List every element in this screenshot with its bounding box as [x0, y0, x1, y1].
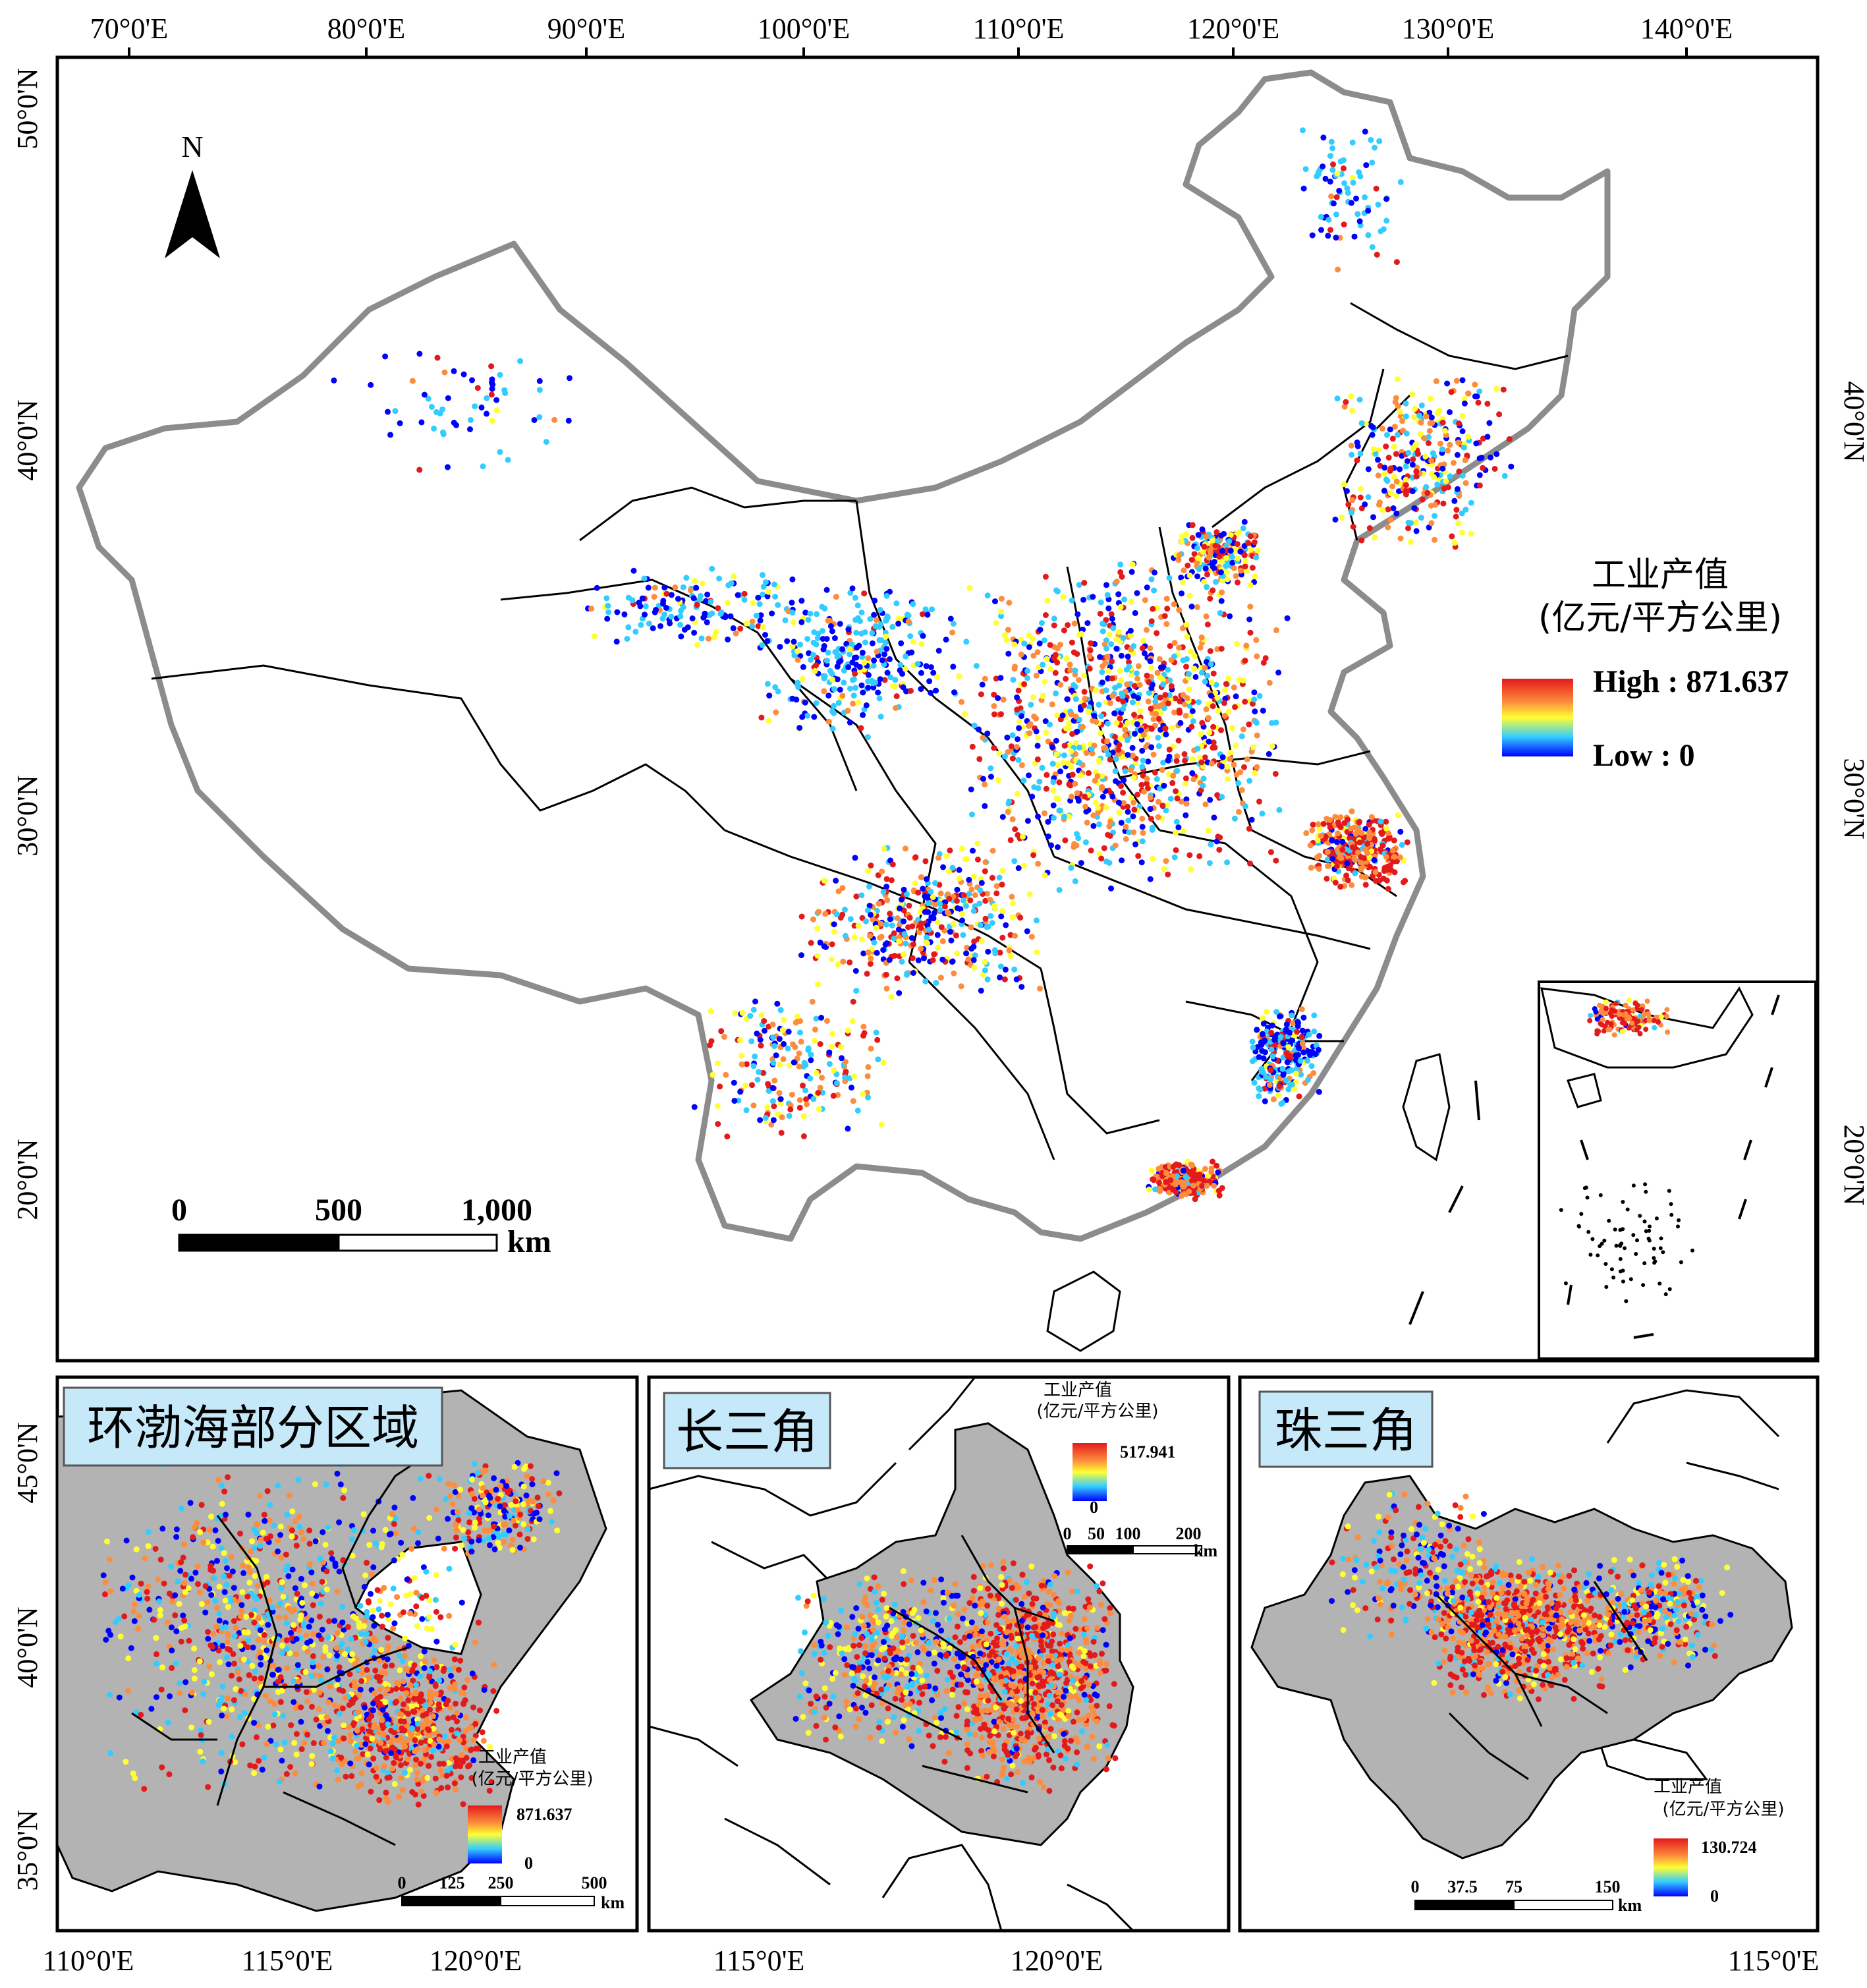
- yangtze-legend-title: 工业产值: [1044, 1380, 1112, 1400]
- legend-title: 工业产值: [1592, 555, 1729, 595]
- legend-subtitle: (亿元/平方公里): [1538, 598, 1782, 638]
- top-tick-label: 80°0'E: [327, 13, 405, 45]
- scale-label: 0: [1411, 1877, 1420, 1896]
- pearl-legend-title: 工业产值: [1654, 1777, 1722, 1797]
- top-tick-label: 120°0'E: [1187, 13, 1279, 45]
- scale-label: 100: [1115, 1524, 1141, 1543]
- scale-unit: km: [1194, 1541, 1217, 1560]
- scale-label: 0: [398, 1873, 406, 1892]
- legend-color-ramp: [1502, 679, 1573, 756]
- north-label: N: [181, 130, 203, 163]
- main-left-ticks: 50°0'N 40°0'N 30°0'N 20°0'N: [11, 68, 43, 1220]
- panel-pearl: 珠三角 工业产值 (亿元/平方公里) 130.724 0 0 37.5 75 1…: [1240, 1377, 1819, 1977]
- bohai-legend-title: 工业产值: [478, 1747, 547, 1767]
- left-tick-label: 40°0'N: [11, 399, 43, 480]
- scale-label: 75: [1505, 1877, 1522, 1896]
- panel-bohai: 环渤海部分区域 工业产值 (亿元/平方公里) 871.637 0 0 125 2…: [11, 1377, 637, 1977]
- scale-label: 37.5: [1447, 1877, 1478, 1896]
- pearl-legend-min: 0: [1710, 1887, 1719, 1906]
- scale-label: 50: [1088, 1524, 1105, 1543]
- scale-label: 250: [488, 1873, 514, 1892]
- main-top-ticks: 70°0'E 80°0'E 90°0'E 100°0'E 110°0'E 120…: [90, 13, 1733, 57]
- bohai-lat-label: 35°0'N: [11, 1809, 43, 1890]
- main-map: 70°0'E 80°0'E 90°0'E 100°0'E 110°0'E 120…: [11, 13, 1867, 1361]
- top-tick-label: 70°0'E: [90, 13, 168, 45]
- main-right-ticks: 40°0'N 30°0'N 20°0'N: [1838, 381, 1867, 1205]
- main-legend: 工业产值 (亿元/平方公里) High : 871.637 Low : 0: [1502, 555, 1789, 773]
- bohai-legend-subtitle: (亿元/平方公里): [471, 1769, 593, 1789]
- yangtze-legend-max: 517.941: [1120, 1442, 1176, 1462]
- scale-label: 150: [1595, 1877, 1621, 1896]
- yangtze-scale-bar: 0 50 100 200 km: [1063, 1524, 1218, 1560]
- bohai-legend-min: 0: [524, 1854, 533, 1873]
- scale-label: 0: [1063, 1524, 1072, 1543]
- bohai-legend-max: 871.637: [516, 1805, 572, 1824]
- north-arrow: N: [165, 130, 220, 258]
- scale-unit: km: [507, 1224, 551, 1259]
- yangtze-legend: 工业产值 (亿元/平方公里) 517.941 0: [1036, 1380, 1175, 1517]
- top-tick-label: 130°0'E: [1402, 13, 1494, 45]
- yangtze-legend-subtitle: (亿元/平方公里): [1036, 1402, 1158, 1421]
- panel-yangtze: 长三角 工业产值 (亿元/平方公里) 517.941 0 0 50 100 20…: [649, 1377, 1229, 1977]
- yangtze-lon-label: 115°0'E: [713, 1945, 805, 1977]
- legend-low: Low : 0: [1593, 738, 1695, 773]
- right-tick-label: 20°0'N: [1838, 1124, 1867, 1205]
- right-tick-label: 30°0'N: [1838, 758, 1867, 839]
- pearl-legend-subtitle: (亿元/平方公里): [1662, 1800, 1784, 1819]
- left-tick-label: 20°0'N: [11, 1139, 43, 1220]
- yangtze-legend-min: 0: [1090, 1498, 1098, 1517]
- scale-label: 125: [439, 1873, 465, 1892]
- scale-unit: km: [601, 1893, 625, 1912]
- scale-label: 500: [315, 1193, 362, 1228]
- bohai-lon-label: 115°0'E: [242, 1945, 333, 1977]
- panel-bohai-title: 环渤海部分区域: [87, 1400, 419, 1456]
- bohai-legend: 工业产值 (亿元/平方公里) 871.637 0: [468, 1747, 594, 1873]
- pearl-lon-label: 115°0'E: [1728, 1945, 1820, 1977]
- right-tick-label: 40°0'N: [1838, 381, 1867, 462]
- left-tick-label: 30°0'N: [11, 775, 43, 856]
- legend-high: High : 871.637: [1593, 664, 1789, 699]
- scale-label: 200: [1176, 1524, 1202, 1543]
- taiwan-island: [1403, 1054, 1449, 1160]
- scale-label: 0: [171, 1193, 187, 1228]
- top-tick-label: 100°0'E: [758, 13, 850, 45]
- bohai-lon-label: 110°0'E: [43, 1945, 134, 1977]
- scale-label: 500: [582, 1873, 607, 1892]
- left-tick-label: 50°0'N: [11, 68, 43, 149]
- bohai-lat-label: 40°0'N: [11, 1606, 43, 1688]
- yangtze-lon-label: 120°0'E: [1011, 1945, 1103, 1977]
- main-scale-bar: 0 500 1,000 km: [171, 1193, 551, 1259]
- top-tick-label: 140°0'E: [1640, 13, 1733, 45]
- bohai-lat-label: 45°0'N: [11, 1422, 43, 1503]
- scale-unit: km: [1618, 1896, 1642, 1915]
- top-tick-label: 90°0'E: [547, 13, 625, 45]
- panel-pearl-title: 珠三角: [1275, 1403, 1417, 1458]
- south-china-sea-inset: [1539, 982, 1816, 1359]
- bohai-lon-label: 120°0'E: [430, 1945, 522, 1977]
- pearl-legend: 工业产值 (亿元/平方公里) 130.724 0: [1654, 1777, 1785, 1906]
- pearl-scale-bar: 0 37.5 75 150 km: [1411, 1877, 1642, 1915]
- top-tick-label: 110°0'E: [973, 13, 1065, 45]
- panel-yangtze-title: 长三角: [676, 1404, 818, 1460]
- pearl-legend-max: 130.724: [1701, 1838, 1757, 1857]
- hainan-island: [1047, 1272, 1120, 1351]
- scale-label: 1,000: [461, 1193, 532, 1228]
